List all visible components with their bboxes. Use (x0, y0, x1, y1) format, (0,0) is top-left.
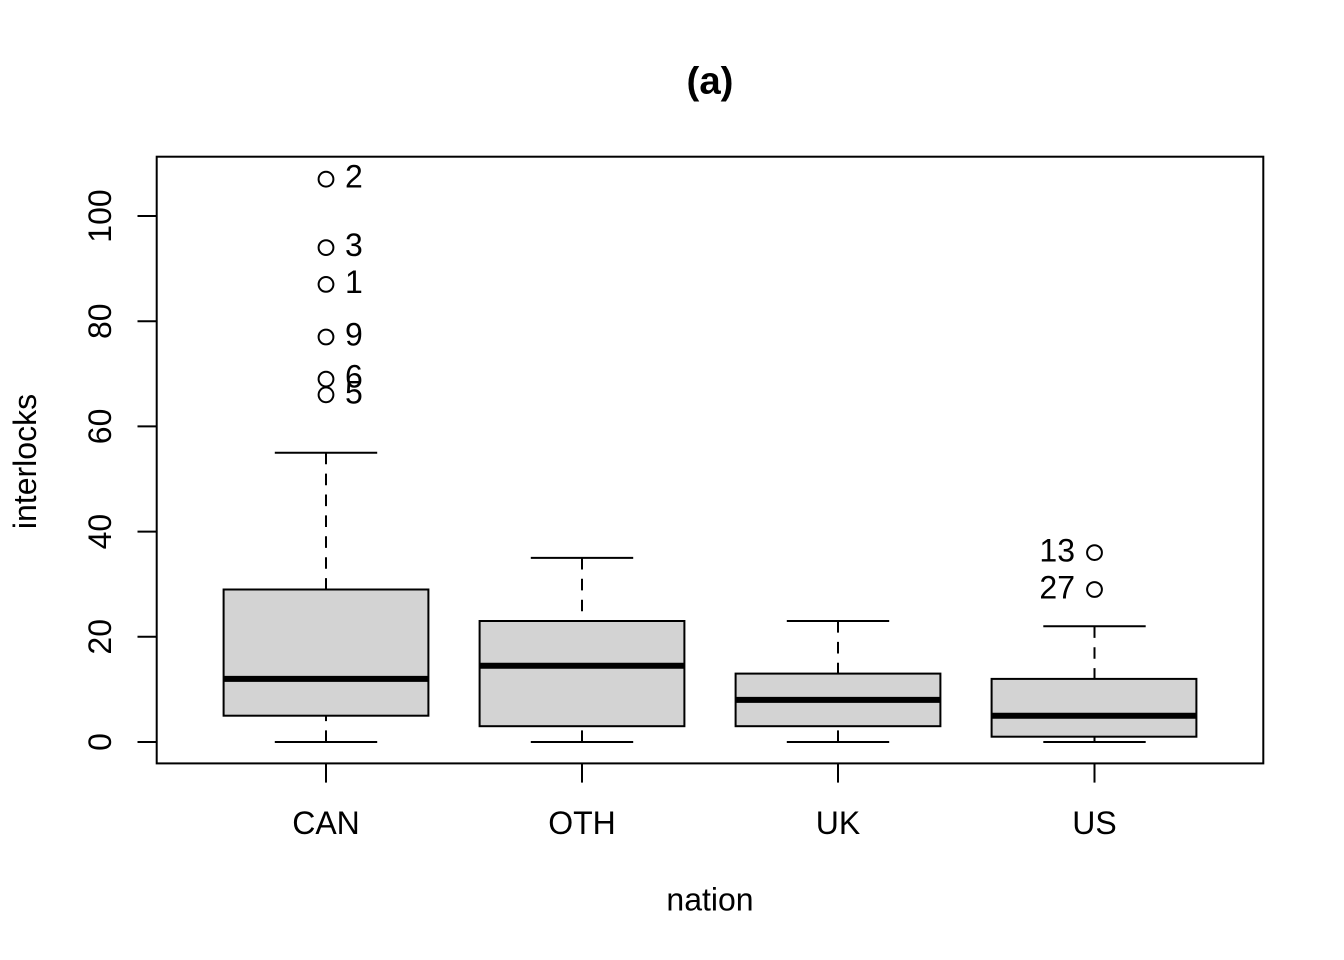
svg-text:100: 100 (82, 189, 118, 242)
svg-text:OTH: OTH (548, 805, 616, 841)
svg-text:interlocks: interlocks (7, 394, 43, 529)
svg-text:27: 27 (1039, 569, 1075, 605)
svg-text:nation: nation (666, 882, 753, 918)
svg-text:60: 60 (82, 409, 118, 445)
svg-text:13: 13 (1039, 532, 1075, 568)
svg-text:40: 40 (82, 514, 118, 550)
svg-text:CAN: CAN (292, 805, 360, 841)
svg-text:0: 0 (82, 733, 118, 751)
svg-text:(a): (a) (687, 60, 734, 103)
svg-text:6: 6 (345, 359, 363, 395)
svg-text:5: 5 (345, 374, 363, 410)
svg-text:20: 20 (82, 619, 118, 655)
svg-text:UK: UK (816, 805, 860, 841)
svg-text:2: 2 (345, 159, 363, 195)
svg-text:80: 80 (82, 303, 118, 339)
svg-text:9: 9 (345, 317, 363, 353)
svg-text:3: 3 (345, 227, 363, 263)
svg-text:US: US (1072, 805, 1116, 841)
svg-text:1: 1 (345, 264, 363, 300)
